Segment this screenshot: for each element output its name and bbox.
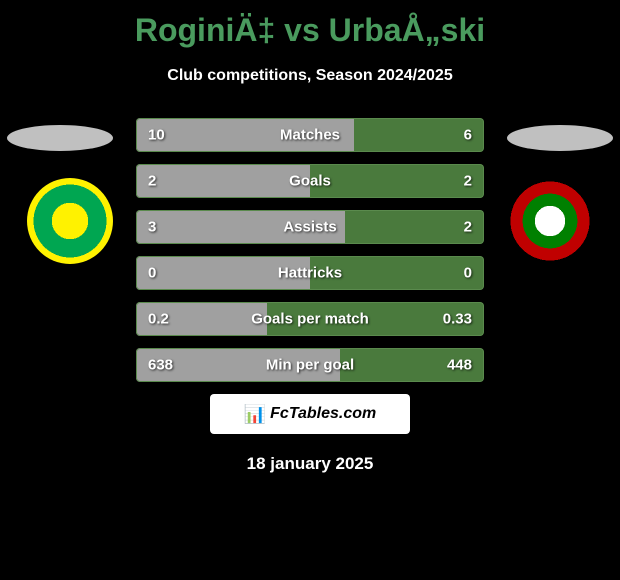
stat-value-right: 6 — [464, 127, 472, 144]
branding-badge: 📊 FcTables.com — [210, 394, 410, 434]
player-avatar-left — [7, 125, 113, 151]
stat-bar-row: 0 0 Hattricks — [136, 256, 484, 290]
stat-value-right: 2 — [464, 219, 472, 236]
chart-icon: 📊 — [244, 404, 266, 425]
stat-bar-row: 638 448 Min per goal — [136, 348, 484, 382]
stat-value-left: 0.2 — [148, 311, 169, 328]
stat-label: Goals per match — [251, 311, 369, 328]
stat-bar-left-fill — [136, 164, 310, 198]
date-label: 18 january 2025 — [247, 454, 374, 474]
branding-text: FcTables.com — [270, 405, 376, 423]
stat-label: Hattricks — [278, 265, 342, 282]
club-logo-left — [27, 178, 113, 264]
stat-value-right: 0.33 — [443, 311, 472, 328]
stat-label: Matches — [280, 127, 340, 144]
stat-bar-row: 0.2 0.33 Goals per match — [136, 302, 484, 336]
stat-value-right: 2 — [464, 173, 472, 190]
stat-label: Min per goal — [266, 357, 354, 374]
stat-value-right: 448 — [447, 357, 472, 374]
stat-value-left: 0 — [148, 265, 156, 282]
stat-label: Goals — [289, 173, 331, 190]
stat-bar-row: 3 2 Assists — [136, 210, 484, 244]
stat-bar-row: 2 2 Goals — [136, 164, 484, 198]
comparison-subtitle: Club competitions, Season 2024/2025 — [0, 67, 620, 85]
stat-bar-right-fill — [310, 164, 484, 198]
club-logo-right — [507, 178, 593, 264]
stat-bar-row: 10 6 Matches — [136, 118, 484, 152]
stat-value-left: 10 — [148, 127, 165, 144]
stat-value-left: 638 — [148, 357, 173, 374]
stat-value-right: 0 — [464, 265, 472, 282]
comparison-title: RoginiÄ‡ vs UrbaÅ„ski — [0, 0, 620, 49]
stat-value-left: 3 — [148, 219, 156, 236]
stat-value-left: 2 — [148, 173, 156, 190]
player-avatar-right — [507, 125, 613, 151]
stats-bars-container: 10 6 Matches 2 2 Goals 3 2 Assists 0 0 Hattricks 0.2… — [136, 118, 484, 394]
stat-label: Assists — [283, 219, 336, 236]
